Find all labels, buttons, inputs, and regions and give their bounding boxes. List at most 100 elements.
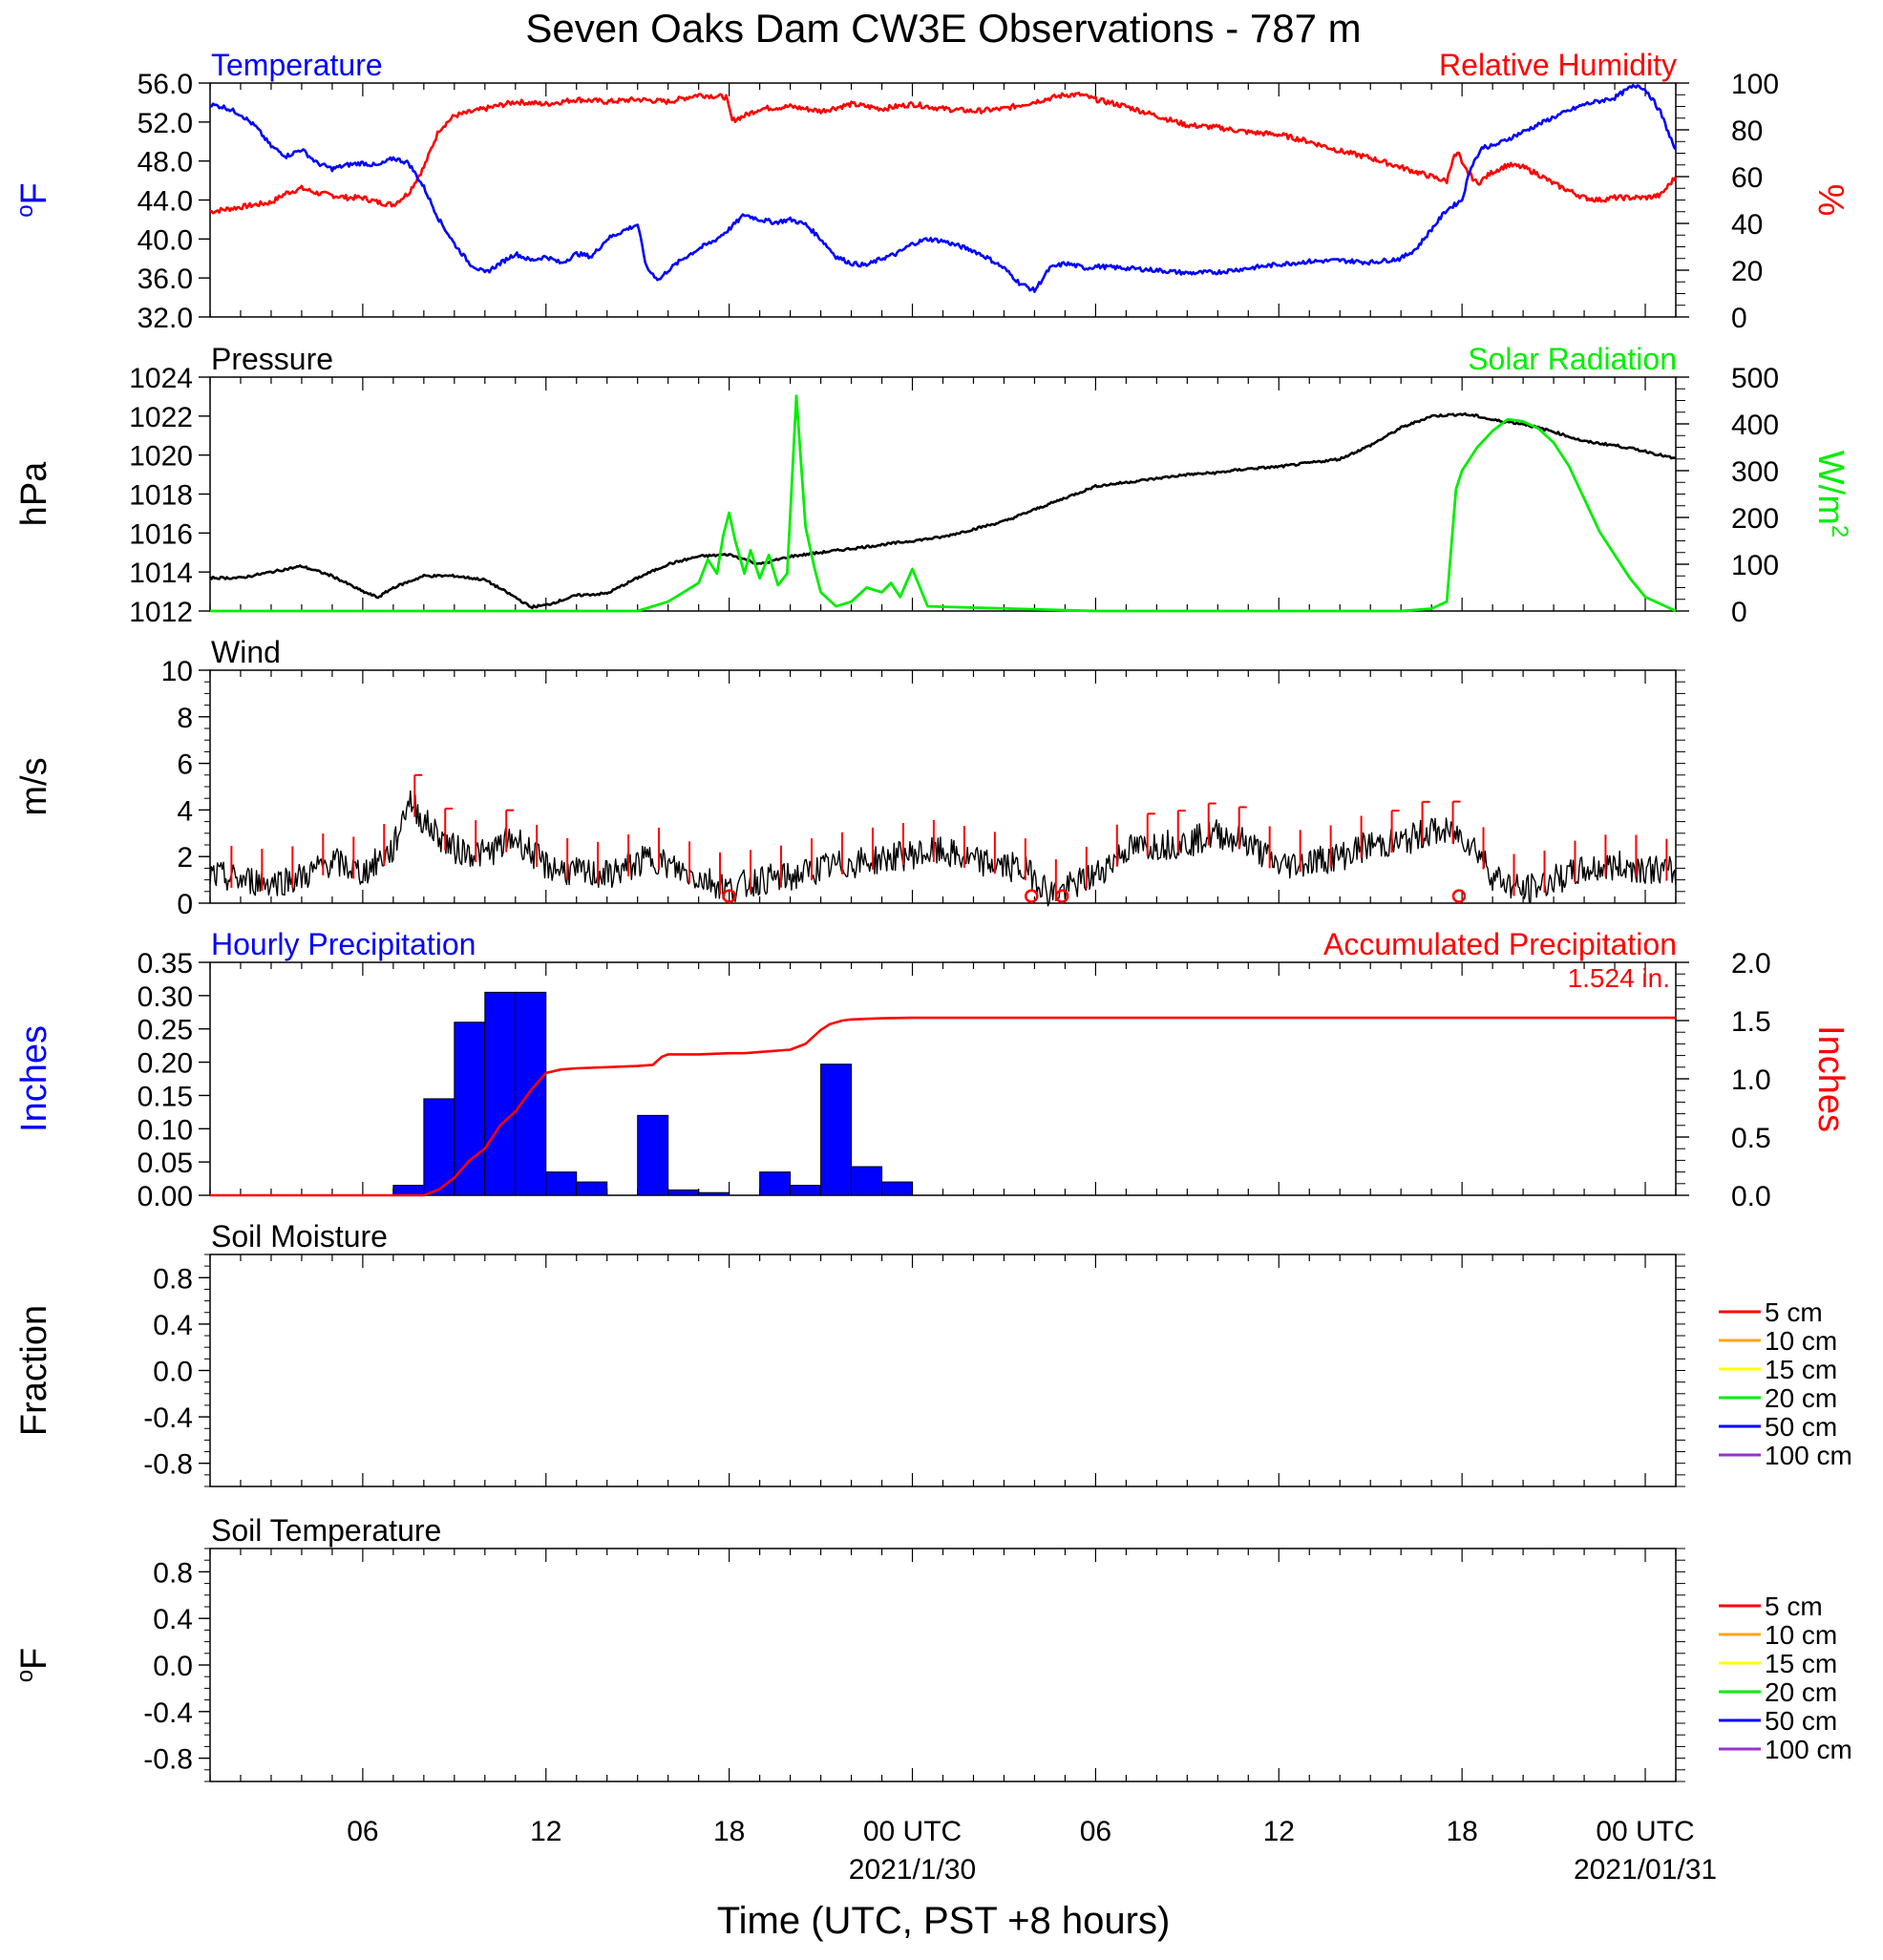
y-tick-label: 36.0 bbox=[138, 263, 193, 295]
x-tick-label: 12 bbox=[530, 1816, 561, 1847]
series-relative-humidity bbox=[209, 91, 1678, 215]
legend-label: 15 cm bbox=[1765, 1355, 1837, 1384]
legend-label: 20 cm bbox=[1765, 1383, 1837, 1413]
legend-label: 100 cm bbox=[1765, 1735, 1852, 1764]
chart-title: Seven Oaks Dam CW3E Observations - 787 m bbox=[525, 6, 1361, 51]
y-right-tick-label: 0 bbox=[1731, 597, 1747, 628]
hourly-precip-bar bbox=[759, 1171, 792, 1196]
y-tick-label: 0.4 bbox=[153, 1310, 193, 1341]
panel-frame bbox=[209, 1548, 1677, 1782]
hourly-precip-bar bbox=[667, 1189, 700, 1196]
y-tick-label: -0.8 bbox=[143, 1449, 193, 1481]
y-right-tick-label: 100 bbox=[1731, 550, 1779, 581]
legend-label: 50 cm bbox=[1765, 1706, 1837, 1736]
hourly-precip-bar bbox=[515, 991, 547, 1196]
y-right-tick-label: 1.0 bbox=[1731, 1064, 1771, 1096]
x-tick-label: 18 bbox=[1446, 1816, 1477, 1847]
y-axis-unit-left: oF bbox=[12, 1648, 54, 1683]
panel-title-right: Solar Radiation bbox=[1468, 342, 1677, 376]
hourly-precip-bar bbox=[790, 1185, 822, 1196]
y-tick-label: 1012 bbox=[129, 597, 193, 628]
y-right-tick-label: 200 bbox=[1731, 503, 1779, 535]
hourly-precip-bar bbox=[576, 1181, 608, 1196]
y-tick-label: 0.05 bbox=[138, 1148, 193, 1179]
hourly-precip-bar bbox=[454, 1022, 486, 1196]
legend-label: 5 cm bbox=[1765, 1297, 1823, 1327]
y-tick-label: 2 bbox=[177, 842, 193, 874]
y-tick-label: 48.0 bbox=[138, 147, 193, 179]
legend-label: 20 cm bbox=[1765, 1677, 1837, 1707]
x-tick-label: 18 bbox=[713, 1816, 745, 1847]
hourly-precip-bar bbox=[881, 1181, 914, 1196]
y-tick-label: 0.25 bbox=[138, 1015, 193, 1046]
panel-title-left: Wind bbox=[211, 635, 281, 669]
y-axis-unit-right: % bbox=[1810, 184, 1851, 217]
y-right-tick-label: 2.0 bbox=[1731, 948, 1771, 980]
y-tick-label: 0.20 bbox=[138, 1048, 193, 1080]
legend-label: 5 cm bbox=[1765, 1591, 1823, 1621]
panel-wind: 0 2 4 6 8 10 Wind m/s bbox=[14, 635, 1685, 920]
y-tick-label: 0.8 bbox=[153, 1263, 193, 1295]
y-tick-label: 0.15 bbox=[138, 1081, 193, 1112]
y-tick-label: -0.8 bbox=[143, 1744, 193, 1776]
panel-title-left: Soil Moisture bbox=[211, 1219, 388, 1254]
y-tick-label: 44.0 bbox=[138, 186, 193, 218]
y-right-tick-label: 60 bbox=[1731, 162, 1763, 194]
y-axis-unit-right: Inches bbox=[1810, 1025, 1851, 1132]
y-tick-label: 0.30 bbox=[138, 981, 193, 1013]
y-tick-label: 1014 bbox=[129, 558, 193, 589]
legend-label: 10 cm bbox=[1765, 1620, 1837, 1650]
y-tick-label: 10 bbox=[161, 656, 193, 687]
series-solar-radiation bbox=[210, 394, 1677, 613]
y-tick-label: 0.0 bbox=[153, 1651, 193, 1682]
y-tick-label: 8 bbox=[177, 703, 193, 734]
panel-title-left: Pressure bbox=[211, 342, 333, 376]
hourly-precip-bar bbox=[820, 1064, 853, 1196]
y-tick-label: 32.0 bbox=[138, 303, 193, 334]
legend-label: 10 cm bbox=[1765, 1326, 1837, 1356]
x-axis-tick-labels: 06 12 18 00 UTC 2021/1/30 06 12 18 00 UTC 2021/01… bbox=[347, 1816, 1717, 1886]
series-temperature bbox=[209, 84, 1677, 293]
x-tick-label: 00 UTC bbox=[1596, 1816, 1694, 1847]
hourly-precip-bar bbox=[392, 1185, 425, 1196]
y-tick-label: 0 bbox=[177, 889, 193, 920]
hourly-precip-bar bbox=[698, 1191, 730, 1196]
y-tick-label: 40.0 bbox=[138, 224, 193, 256]
x-tick-label: 00 UTC bbox=[863, 1816, 962, 1847]
y-right-tick-label: 80 bbox=[1731, 116, 1763, 147]
x-tick-label: 12 bbox=[1263, 1816, 1295, 1847]
accumulated-total-label: 1.524 in. bbox=[1568, 963, 1670, 993]
y-right-tick-label: 0.5 bbox=[1731, 1123, 1771, 1154]
calm-wind-marker bbox=[1451, 889, 1467, 903]
hourly-precip-bar bbox=[851, 1166, 883, 1196]
y-axis-unit-left: oF bbox=[12, 182, 54, 218]
y-tick-label: 1022 bbox=[129, 402, 193, 433]
panel-precipitation: 0.000.050.100.150.200.250.300.35 0.0 0.5 1.… bbox=[14, 927, 1851, 1212]
panel-temperature-humidity: 32.0 36.0 40.0 44.0 48.0 52.0 56.0 0 20 40 60 80 100… bbox=[12, 48, 1851, 334]
panel-title-left: Temperature bbox=[211, 48, 383, 82]
y-tick-label: 52.0 bbox=[138, 108, 193, 139]
x-tick-label: 06 bbox=[1080, 1816, 1111, 1847]
y-tick-label: 1020 bbox=[129, 441, 193, 473]
x-axis-title: Time (UTC, PST +8 hours) bbox=[717, 1900, 1171, 1942]
legend-label: 15 cm bbox=[1765, 1649, 1837, 1678]
panel-title-left: Soil Temperature bbox=[211, 1513, 441, 1548]
series-accumulated-precipitation bbox=[210, 1016, 1676, 1197]
y-tick-label: 56.0 bbox=[138, 69, 193, 100]
y-axis-unit-left: Inches bbox=[14, 1025, 54, 1132]
y-right-tick-label: 0 bbox=[1731, 303, 1747, 334]
y-tick-label: 1024 bbox=[129, 363, 193, 394]
y-axis-unit-left: m/s bbox=[14, 757, 54, 815]
hourly-precip-bar bbox=[637, 1114, 669, 1196]
series-pressure bbox=[208, 411, 1677, 610]
y-right-tick-label: 500 bbox=[1731, 363, 1779, 394]
y-tick-label: 0.00 bbox=[138, 1181, 193, 1212]
y-axis-unit-left: Fraction bbox=[14, 1305, 54, 1436]
y-tick-label: 4 bbox=[177, 795, 193, 827]
panel-frame bbox=[209, 669, 1677, 904]
x-tick-label: 06 bbox=[347, 1816, 378, 1847]
y-tick-label: 1018 bbox=[129, 480, 193, 512]
panel-title-right: Relative Humidity bbox=[1439, 48, 1677, 82]
calm-wind-marker bbox=[1024, 889, 1039, 903]
